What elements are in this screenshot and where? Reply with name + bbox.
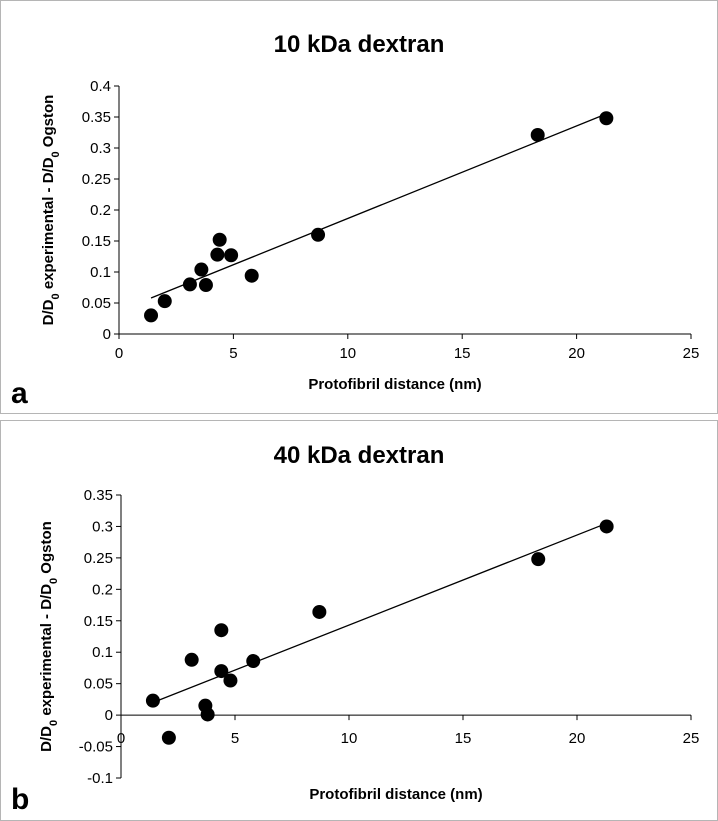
y-label-text: D/D: [40, 299, 57, 325]
x-tick-label: 25: [683, 345, 700, 362]
data-point: [311, 227, 326, 242]
data-point: [312, 604, 327, 619]
y-label-subscript: 0: [48, 578, 60, 584]
data-point: [198, 278, 213, 293]
x-tick-label: 5: [231, 730, 239, 747]
trendline: [152, 522, 607, 704]
x-tick-label: 0: [115, 345, 123, 362]
x-tick-label: 15: [455, 730, 472, 747]
chart-panel-b: 40 kDa dextran -0.1 -0.05 0 0.05 0.1 0.15 0.2 0…: [0, 420, 718, 821]
data-point: [599, 519, 614, 534]
x-tick-label: 25: [683, 730, 700, 747]
y-tick-label: 0.2: [90, 202, 111, 219]
data-point: [244, 268, 259, 283]
data-point: [161, 730, 176, 745]
y-label-subscript: 0: [50, 293, 62, 299]
y-tick-label: 0: [105, 707, 113, 724]
y-tick-label: 0.2: [92, 581, 113, 598]
y-tick-label: 0.25: [84, 550, 113, 567]
y-tick-label: 0.15: [82, 233, 111, 250]
data-point: [214, 623, 229, 638]
y-tick-label: 0.3: [90, 140, 111, 157]
y-label-text: D/D: [38, 726, 55, 752]
x-tick-label: 15: [454, 345, 471, 362]
y-label-text: experimental - D/D: [38, 584, 55, 720]
y-axis-label: D/D0 experimental - D/D0 Ogston: [38, 521, 60, 752]
data-point: [144, 308, 159, 323]
data-point: [223, 673, 238, 688]
data-point: [194, 262, 209, 277]
y-tick-label: 0.4: [90, 78, 111, 95]
data-point: [210, 247, 225, 262]
y-tick-label: 0.35: [84, 487, 113, 504]
x-tick-label: 10: [339, 345, 356, 362]
x-tick-label: 10: [341, 730, 358, 747]
y-axis-label: D/D0 experimental - D/D0 Ogston: [40, 95, 62, 326]
y-tick-label: 0.3: [92, 518, 113, 535]
y-tick-label: 0.25: [82, 171, 111, 188]
y-label-text: experimental - D/D: [40, 157, 57, 293]
y-tick-label: 0.05: [82, 295, 111, 312]
x-axis-label: Protofibril distance (nm): [309, 786, 482, 803]
data-point: [599, 111, 614, 126]
data-point: [531, 552, 546, 567]
y-tick-label: 0.15: [84, 613, 113, 630]
data-point: [224, 248, 239, 263]
trendline: [150, 113, 607, 299]
data-point: [530, 127, 545, 142]
y-label-text: Ogston: [40, 95, 57, 152]
x-tick-label: 20: [568, 345, 585, 362]
data-point: [212, 232, 227, 247]
y-tick-label: -0.05: [79, 739, 113, 756]
y-tick-label: 0.05: [84, 676, 113, 693]
data-point: [184, 652, 199, 667]
data-point: [214, 664, 229, 679]
x-tick-label: 20: [569, 730, 586, 747]
panel-label-b: b: [11, 783, 30, 816]
y-tick-label: 0: [103, 326, 111, 343]
x-tick-label: 5: [229, 345, 237, 362]
chart-panel-a: 10 kDa dextran 0 0.05 0.1 0.15 0.2 0.25 0.3 0.3…: [0, 0, 718, 414]
y-tick-label: 0.1: [92, 644, 113, 661]
data-point: [182, 277, 197, 292]
y-tick-label: -0.1: [87, 770, 113, 787]
data-point: [157, 294, 172, 309]
data-point: [200, 707, 215, 722]
y-label-subscript: 0: [50, 151, 62, 157]
y-tick-label: 0.1: [90, 264, 111, 281]
chart-title: 40 kDa dextran: [273, 442, 445, 469]
scatter-plot-a: 0 0.05 0.1 0.15 0.2 0.25 0.3 0.35 0.4 0 5 10 15 20 25 P…: [40, 78, 700, 393]
panel-label-a: a: [11, 377, 28, 410]
data-point: [246, 654, 261, 669]
y-label-text: Ogston: [38, 521, 55, 578]
x-tick-label: 0: [117, 730, 125, 747]
y-tick-label: 0.35: [82, 109, 111, 126]
y-label-subscript: 0: [48, 720, 60, 726]
chart-title: 10 kDa dextran: [273, 31, 445, 58]
data-point: [145, 693, 160, 708]
x-axis-label: Protofibril distance (nm): [308, 376, 481, 393]
